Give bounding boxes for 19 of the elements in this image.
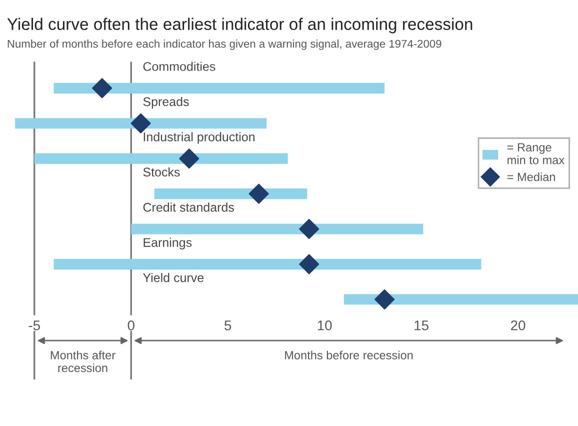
y-tick-label: Industrial production: [144, 132, 254, 144]
legend-label: = Median: [507, 172, 555, 182]
y-tick-label: Spreads: [143, 96, 189, 109]
x-tick-label: 15: [414, 320, 428, 330]
x-tick-label: -5: [28, 320, 40, 330]
legend-label: = Range min to max: [507, 143, 564, 164]
chart-title: Yield curve often the earliest indicator of an incoming recession: [7, 18, 472, 34]
x-tick-label: 10: [318, 320, 332, 330]
y-tick-label: Earnings: [144, 238, 192, 250]
x-tick-label: 0: [128, 320, 134, 330]
chart-subtitle: Number of months before each indicator has given a warning signal, average 1974-2009: [8, 40, 442, 50]
y-tick-label: Yield curve: [142, 272, 204, 282]
y-tick-label: Commodities: [143, 62, 216, 71]
y-tick-label: Credit standards: [143, 202, 234, 212]
x-tick-label: 20: [511, 320, 526, 330]
text: Months after recession: [50, 350, 116, 372]
y-tick-label: Stocks: [143, 167, 180, 177]
x-tick-label: 5: [224, 320, 232, 330]
text: Months before recession: [285, 350, 413, 360]
